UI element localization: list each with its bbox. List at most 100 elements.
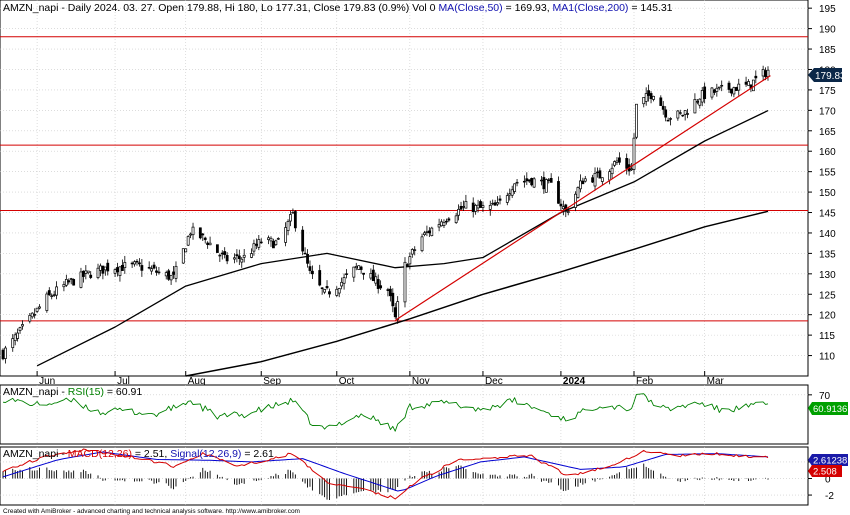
candle-body [181,248,185,264]
candle-body [610,167,614,175]
candle-body [335,288,339,296]
footer-credit: Created with AmiBroker - advanced charti… [3,508,300,515]
candle-body [293,211,297,229]
candle-body [252,243,256,252]
candle-body [459,205,463,210]
candle-body [123,262,127,268]
candle-body [410,249,414,255]
x-tick-label: Feb [636,376,654,387]
candle-body [574,193,577,208]
candle-body [686,113,690,115]
candle-body [118,266,122,276]
macd-panel[interactable]: 20-2 AMZN_napi - MACD(12,26) = 2.51, Sig… [0,446,848,506]
candle-body [508,193,512,196]
x-tick-label: Oct [339,376,355,387]
candle-body [583,178,587,182]
candle-body [617,157,621,163]
candle-body [747,81,750,86]
candle-body [715,87,719,92]
candle-body [496,202,499,205]
candle-body [642,97,646,105]
candle-body [427,230,431,234]
rsi-panel[interactable]: 70 AMZN_napi - RSI(15) = 60.91 60.9136 [0,384,848,445]
candle-body [96,267,100,279]
candle-body [86,270,90,274]
candle-body [1,349,5,360]
price-panel[interactable]: 110 115 120 125 130 135 140 145 150 155 160 165 170 1… [0,0,846,387]
candle-body [669,118,672,120]
candle-body [457,208,460,216]
candle-body [374,276,378,284]
candle-body [396,301,400,320]
candle-body [254,243,258,246]
ma50-value: = 169.93, [503,2,553,14]
candle-body [600,177,604,182]
candle-body [113,269,117,274]
candle-body [225,255,229,262]
candle-body [38,306,41,309]
candle-body [678,112,682,114]
candle-body [630,168,633,171]
candle-body [579,180,582,190]
candle-body [698,98,702,106]
candle-body [649,93,653,100]
candle-body [289,214,292,222]
candle-body [167,270,171,280]
macd-header: AMZN_napi - MACD(12,26) = 2.51, Signal(1… [3,448,274,460]
candle-body [754,75,758,79]
candle-body [751,79,755,92]
candle-body [52,294,56,296]
candle-body [150,268,154,272]
candle-body [561,206,565,210]
candle-body [250,253,253,258]
price-y-tick-label: 165 [819,127,836,138]
candle-body [286,221,290,231]
x-tick-label: Jun [39,376,55,387]
candle-body [320,287,324,290]
price-y-tick-label: 125 [819,290,836,301]
ma50-line [36,110,769,367]
ma200-line [185,210,769,377]
candle-body [362,272,365,275]
ma200-label: MA1(Close,200) [553,2,629,14]
candle-body [703,86,707,99]
candle-body [540,179,543,182]
candle-body [510,189,514,196]
rsi-badge-text: 60.9136 [813,404,847,415]
price-y-tick-label: 160 [819,147,836,158]
candle-body [240,258,244,263]
candle-body [233,257,236,260]
candle-body [413,249,417,251]
candle-body [615,160,619,163]
candle-body [530,177,534,186]
price-y-tick-label: 150 [819,188,836,199]
candle-body [140,265,144,271]
candle-body [215,244,219,253]
candle-body [542,177,546,190]
candle-body [717,86,721,89]
candle-body [172,271,175,275]
x-tick-label: Mar [707,376,725,387]
rsi-badge: 60.9136 [808,402,848,415]
candle-body [598,170,602,179]
candle-body [712,89,716,93]
candle-body [493,202,497,206]
candle-body [45,293,49,311]
candle-body [72,279,76,286]
candle-body [84,270,88,274]
candle-body [220,252,224,255]
signal-line [2,451,769,492]
candle-body [64,279,68,286]
candle-body [235,254,239,257]
candle-body [454,215,458,223]
candle-body [440,221,443,227]
candle-body [652,95,655,100]
candle-body [527,179,531,182]
candle-body [371,269,375,282]
candle-body [481,205,485,208]
candle-body [393,307,397,318]
candle-body [191,226,195,236]
candle-body [208,242,212,246]
candlesticks [1,65,770,364]
